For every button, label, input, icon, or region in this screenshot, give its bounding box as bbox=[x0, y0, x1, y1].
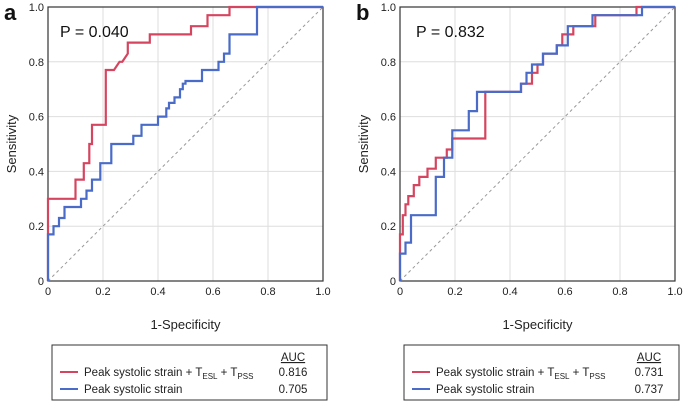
x-tick-label-b: 0.4 bbox=[502, 286, 517, 298]
x-tick-label-a: 0.2 bbox=[95, 286, 110, 298]
y-axis-label-a: Sensitivity bbox=[4, 114, 19, 173]
p-value-a: P = 0.040 bbox=[60, 24, 129, 41]
y-ticks-a: 0 0.2 0.4 0.6 0.8 1.0 bbox=[29, 2, 44, 288]
panel-letter-a: a bbox=[4, 0, 17, 25]
y-tick-label-b: 0 bbox=[390, 276, 396, 288]
y-tick-label-a: 0.6 bbox=[29, 112, 44, 124]
panel-a: a 0 0.2 0.4 0.6 0.8 1.0 0 0.2 0.4 0.6 0.8 1.0 P = … bbox=[4, 0, 331, 401]
legend-box-b bbox=[403, 344, 680, 401]
y-tick-label-a: 0.4 bbox=[29, 166, 44, 178]
legend-label-strain-b: Peak systolic strain bbox=[436, 384, 534, 396]
legend-auc-combined-a: 0.816 bbox=[279, 367, 308, 379]
roc-curve-strain-b bbox=[398, 5, 675, 281]
x-tick-label-a: 0.8 bbox=[260, 286, 275, 298]
legend-a: AUC Peak systolic strain + TESL + TPSS 0… bbox=[51, 344, 328, 401]
panel-b: b 0 0.2 0.4 0.6 0.8 1.0 0 0.2 0.4 0.6 0.8 1.0 P = … bbox=[356, 0, 683, 401]
reference-diagonal-b bbox=[399, 6, 676, 282]
y-tick-label-a: 1.0 bbox=[29, 2, 44, 14]
y-tick-label-a: 0.8 bbox=[29, 57, 44, 69]
y-tick-label-b: 0.2 bbox=[381, 221, 396, 233]
plot-frame-b bbox=[399, 6, 676, 282]
x-tick-label-b: 0 bbox=[397, 286, 403, 298]
x-tick-label-b: 0.2 bbox=[447, 286, 462, 298]
reference-diagonal-a bbox=[47, 6, 324, 282]
legend-b: AUC Peak systolic strain + TESL + TPSS 0… bbox=[403, 344, 680, 401]
legend-box-a bbox=[51, 344, 328, 401]
x-axis-label-b: 1-Specificity bbox=[502, 317, 573, 332]
y-tick-label-b: 0.4 bbox=[381, 166, 396, 178]
legend-auc-strain-b: 0.737 bbox=[635, 384, 664, 396]
roc-curve-combined-b bbox=[398, 5, 675, 281]
panel-letter-b: b bbox=[356, 0, 369, 25]
legend-label-strain-a: Peak systolic strain bbox=[84, 384, 182, 396]
roc-curve-strain-a bbox=[46, 5, 323, 281]
y-tick-label-b: 0.8 bbox=[381, 57, 396, 69]
x-axis-label-a: 1-Specificity bbox=[150, 317, 221, 332]
x-tick-label-b: 0.6 bbox=[557, 286, 572, 298]
p-value-b: P = 0.832 bbox=[416, 24, 485, 41]
y-ticks-b: 0 0.2 0.4 0.6 0.8 1.0 bbox=[381, 2, 396, 288]
x-tick-label-a: 0 bbox=[45, 286, 51, 298]
y-tick-label-a: 0 bbox=[38, 276, 44, 288]
legend-auc-strain-a: 0.705 bbox=[279, 384, 308, 396]
x-tick-label-b: 0.8 bbox=[612, 286, 627, 298]
series-group-b bbox=[398, 5, 675, 281]
plot-frame-a bbox=[47, 6, 324, 282]
x-tick-label-a: 1.0 bbox=[315, 286, 330, 298]
y-axis-label-b: Sensitivity bbox=[356, 114, 371, 173]
legend-auc-combined-b: 0.731 bbox=[635, 367, 664, 379]
roc-curve-combined-a bbox=[46, 5, 323, 281]
y-tick-label-b: 1.0 bbox=[381, 2, 396, 14]
legend-header-b: AUC bbox=[637, 352, 661, 364]
legend-label-combined-b: Peak systolic strain + TESL + TPSS bbox=[436, 367, 605, 381]
x-tick-label-b: 1.0 bbox=[667, 286, 682, 298]
legend-label-combined-a: Peak systolic strain + TESL + TPSS bbox=[84, 367, 253, 381]
x-ticks-a: 0 0.2 0.4 0.6 0.8 1.0 bbox=[45, 286, 331, 298]
series-group-a bbox=[46, 5, 323, 281]
legend-header-a: AUC bbox=[281, 352, 305, 364]
y-tick-label-b: 0.6 bbox=[381, 112, 396, 124]
x-ticks-b: 0 0.2 0.4 0.6 0.8 1.0 bbox=[397, 286, 683, 298]
y-tick-label-a: 0.2 bbox=[29, 221, 44, 233]
x-tick-label-a: 0.6 bbox=[205, 286, 220, 298]
x-tick-label-a: 0.4 bbox=[150, 286, 165, 298]
